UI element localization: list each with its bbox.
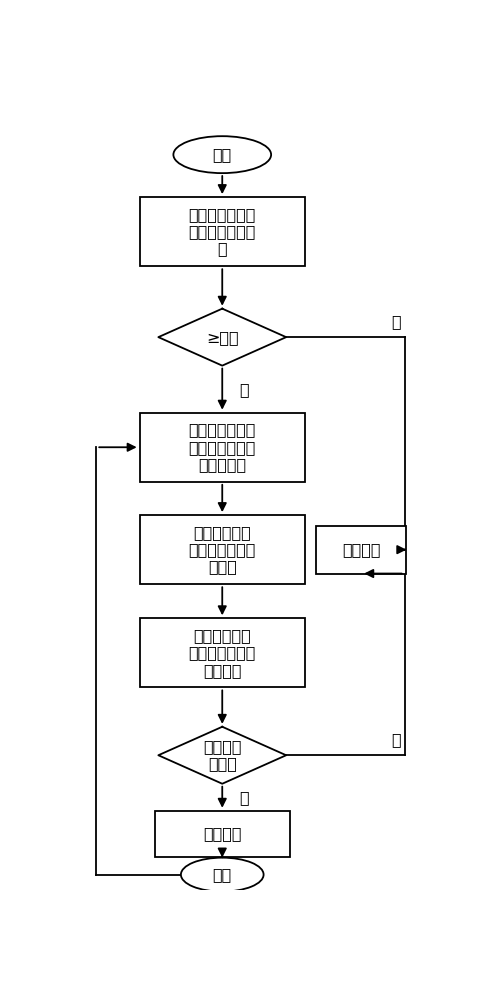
Text: 利用最小二乘
法，进行模型参
数辨识: 利用最小二乘 法，进行模型参 数辨识: [188, 525, 256, 575]
Text: 是: 是: [239, 790, 248, 805]
FancyBboxPatch shape: [316, 526, 406, 574]
Text: 否: 否: [391, 314, 400, 329]
FancyBboxPatch shape: [139, 413, 304, 482]
Text: 结束: 结束: [212, 867, 231, 882]
Text: 否: 否: [391, 732, 400, 747]
Polygon shape: [158, 727, 286, 784]
Text: 开始: 开始: [212, 147, 231, 162]
Text: 是否满足
理论値: 是否满足 理论値: [203, 739, 241, 771]
Ellipse shape: [173, 136, 271, 173]
Ellipse shape: [181, 858, 263, 892]
Text: 是: 是: [239, 382, 248, 397]
Text: 输出误差与输出
稳定性相关度计
算: 输出误差与输出 稳定性相关度计 算: [188, 207, 256, 257]
FancyBboxPatch shape: [154, 811, 289, 857]
Text: 模型显著性分
析；模型参数显
著性分析: 模型显著性分 析；模型参数显 著性分析: [188, 628, 256, 678]
Text: ≥阈値: ≥阈値: [206, 330, 238, 345]
Text: 模型验证: 模型验证: [203, 826, 241, 841]
FancyBboxPatch shape: [139, 515, 304, 584]
Text: 模型调整: 模型调整: [341, 542, 380, 557]
Polygon shape: [158, 309, 286, 366]
Text: 建立输出误差关
于输出稳定性的
多项式模型: 建立输出误差关 于输出稳定性的 多项式模型: [188, 422, 256, 472]
FancyBboxPatch shape: [139, 618, 304, 687]
FancyBboxPatch shape: [139, 197, 304, 266]
